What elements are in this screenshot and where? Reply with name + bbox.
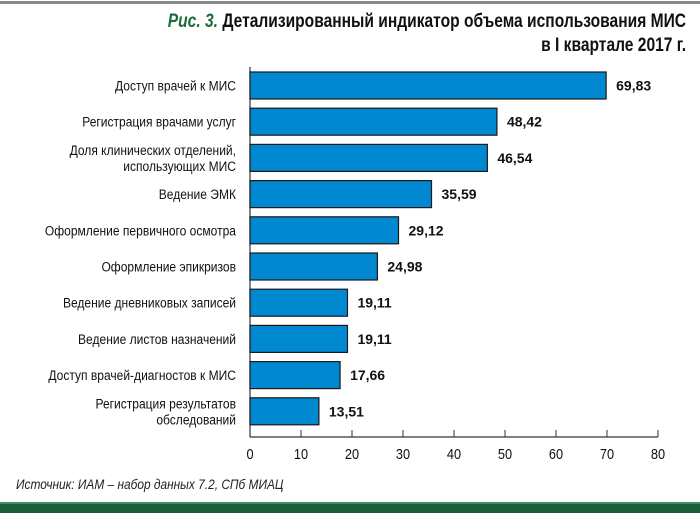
category-label: Доступ врачей-диагностов к МИС	[48, 367, 236, 383]
category-label: Ведение ЭМК	[159, 186, 237, 202]
bar	[249, 143, 488, 172]
bar	[249, 288, 349, 317]
category-label: Доступ врачей к МИС	[115, 78, 236, 94]
source-note: Источник: ИАМ – набор данных 7.2, СПб МИ…	[16, 476, 284, 492]
category-label: Регистрация врачами услуг	[82, 114, 236, 130]
x-tick-label: 10	[294, 445, 308, 462]
category-label: обследований	[156, 411, 236, 427]
value-label: 13,51	[329, 403, 364, 419]
top-rule	[0, 1, 700, 4]
x-tick-label: 60	[549, 445, 563, 462]
category-label: Оформление первичного осмотра	[45, 222, 237, 238]
x-tick-label: 80	[651, 445, 665, 462]
title-line-2: в I квартале 2017 г.	[541, 35, 686, 56]
bar	[249, 180, 433, 209]
x-tick-label: 30	[396, 445, 410, 462]
value-label: 24,98	[387, 259, 422, 275]
x-tick-label: 0	[246, 445, 253, 462]
value-label: 35,59	[442, 186, 477, 202]
bar	[249, 252, 378, 281]
bar	[249, 216, 400, 245]
x-tick-label: 40	[447, 445, 461, 462]
title-line-1: Детализированный индикатор объема исполь…	[222, 11, 686, 32]
x-tick-label: 70	[600, 445, 614, 462]
category-label: Регистрация результатов	[95, 395, 236, 411]
chart-title: Рис. 3. Детализированный индикатор объем…	[168, 10, 686, 58]
x-tick-label: 50	[498, 445, 512, 462]
figure-number: Рис. 3.	[167, 11, 218, 32]
value-label: 19,11	[357, 295, 391, 311]
x-tick-label: 20	[345, 445, 359, 462]
bar	[249, 397, 320, 426]
category-label: использующих МИС	[123, 158, 236, 174]
value-label: 29,12	[409, 222, 444, 238]
value-label: 48,42	[507, 114, 542, 130]
category-label: Ведение дневниковых записей	[63, 295, 236, 311]
bar	[249, 324, 349, 353]
category-label: Доля клинических отделений,	[70, 142, 236, 158]
bar	[249, 361, 341, 390]
value-label: 69,83	[616, 78, 651, 94]
category-label: Ведение листов назначений	[78, 331, 236, 347]
value-label: 17,66	[350, 367, 385, 383]
value-label: 19,11	[357, 331, 391, 347]
value-label: 46,54	[497, 150, 532, 166]
bar	[249, 71, 607, 100]
bottom-band	[0, 502, 700, 513]
category-label: Оформление эпикризов	[101, 259, 236, 275]
bar	[249, 107, 498, 136]
